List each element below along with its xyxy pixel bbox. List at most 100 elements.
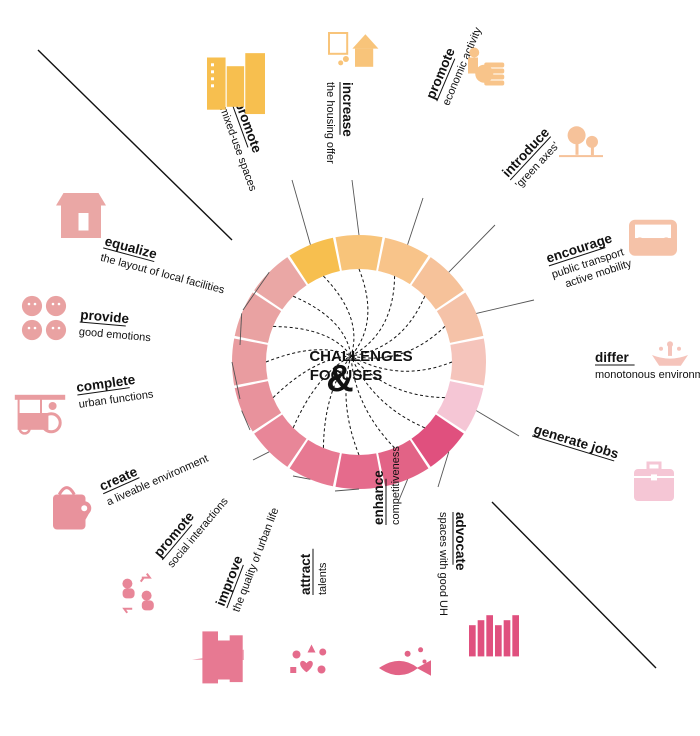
focus-ring [231, 235, 486, 489]
verb-monotonous: differ [595, 350, 629, 365]
center-title-line1: CHALLENGES [309, 348, 412, 365]
connector-liveable [272, 355, 352, 398]
shapes-icon [290, 644, 327, 674]
connector-talents [345, 355, 360, 456]
leader-mixed-use [291, 179, 311, 245]
leader-green-axes [448, 224, 496, 273]
house-calendar-icon [328, 32, 379, 67]
fish-icon [379, 647, 431, 676]
connector-jobs [350, 355, 445, 399]
connector-quality [322, 355, 352, 448]
center-title: & CHALLENGES FOCUSES [309, 348, 412, 400]
verb-underline [548, 247, 606, 267]
connector-transport [350, 326, 446, 359]
leader-local-facilities [242, 271, 270, 311]
leader-emotions [239, 313, 243, 346]
verb-emotions: provide [80, 307, 130, 326]
verb-housing: increase [340, 82, 355, 137]
connector-emotions [273, 325, 352, 357]
verb-underline [531, 435, 615, 462]
connector-competitive [350, 355, 395, 449]
people-icon [122, 573, 154, 614]
bus-icon [629, 219, 677, 256]
ring-segment-social [254, 414, 307, 467]
connector-urban-functions [265, 349, 352, 363]
label-competitive: enhance competitiveness [371, 446, 402, 525]
leader-competitive [398, 479, 409, 501]
desc-housing-0: the housing offer [324, 82, 336, 164]
skyline-icon [469, 615, 519, 657]
verb-jobs: generate jobs [532, 422, 620, 462]
connector-housing [350, 268, 369, 357]
verb-competitive: enhance [371, 470, 386, 525]
connector-spaces [350, 355, 425, 429]
verb-spaces: advocate [453, 512, 468, 571]
trees-icon [559, 126, 603, 158]
leader-transport [476, 299, 535, 314]
verb-underline [79, 321, 126, 327]
desc-competitive-0: competitiveness [390, 446, 402, 525]
connector-lines [265, 268, 453, 456]
shop-icon [56, 193, 106, 238]
center-ampersand: & [326, 358, 353, 400]
ring-segment-housing [335, 235, 383, 271]
leader-spaces [437, 451, 450, 488]
leader-social [252, 451, 270, 461]
verb-underline [77, 387, 130, 396]
desc-monotonous-0: monotonous environment [595, 369, 700, 381]
verb-underline [161, 524, 193, 561]
label-green-axes: introduce'green axes' [499, 124, 562, 190]
leader-urban-functions [231, 361, 241, 400]
verb-underline [103, 477, 140, 495]
ring-segment-mixed-use [289, 237, 340, 285]
connector-social [292, 355, 352, 428]
buildings-icon [207, 53, 265, 115]
smileys-icon [21, 295, 67, 341]
food-cart-icon [14, 394, 66, 435]
label-jobs: generate jobs [531, 422, 620, 462]
ring-segment-urban-functions [231, 338, 268, 386]
ring-segment-economic [378, 237, 429, 285]
bag-pin-icon [53, 486, 92, 530]
ring-segment-competitive [378, 439, 429, 487]
desc-emotions-0: good emotions [78, 326, 151, 344]
decor-diagonal-bottom-right [491, 501, 657, 669]
ring-segment-spaces [411, 414, 464, 467]
desc-talents-0: talents [317, 562, 329, 595]
verb-underline [226, 564, 244, 609]
ring-segment-monotonous [450, 338, 486, 386]
leader-quality [292, 475, 311, 480]
connector-local-facilities [293, 295, 352, 357]
leader-lines [231, 179, 535, 501]
label-housing: increase the housing offer [324, 82, 355, 164]
label-monotonous: differ monotonous environment [595, 350, 700, 381]
leader-economic [407, 197, 424, 245]
leader-housing [351, 179, 360, 236]
verb-underline [509, 136, 552, 181]
ring-segment-transport [436, 292, 484, 343]
ring-segment-green-axes [411, 257, 464, 310]
leader-talents [334, 488, 360, 492]
focus-icons [14, 32, 688, 684]
desc-spaces-0: spaces with good UH [437, 512, 449, 616]
ring-segment-local-facilities [254, 257, 307, 310]
coins-person-icon [468, 47, 505, 86]
connector-monotonous [350, 355, 453, 372]
connector-mixed-use [323, 275, 355, 357]
verb-underline [231, 103, 249, 148]
city-icon [192, 631, 244, 684]
connector-economic [350, 276, 396, 357]
leader-jobs [476, 410, 520, 437]
ring-segment-quality [289, 439, 340, 487]
connector-green-axes [350, 296, 426, 357]
desc-local-facilities-0: the layout of local facilities [99, 252, 226, 297]
verb-talents: attract [298, 553, 313, 595]
